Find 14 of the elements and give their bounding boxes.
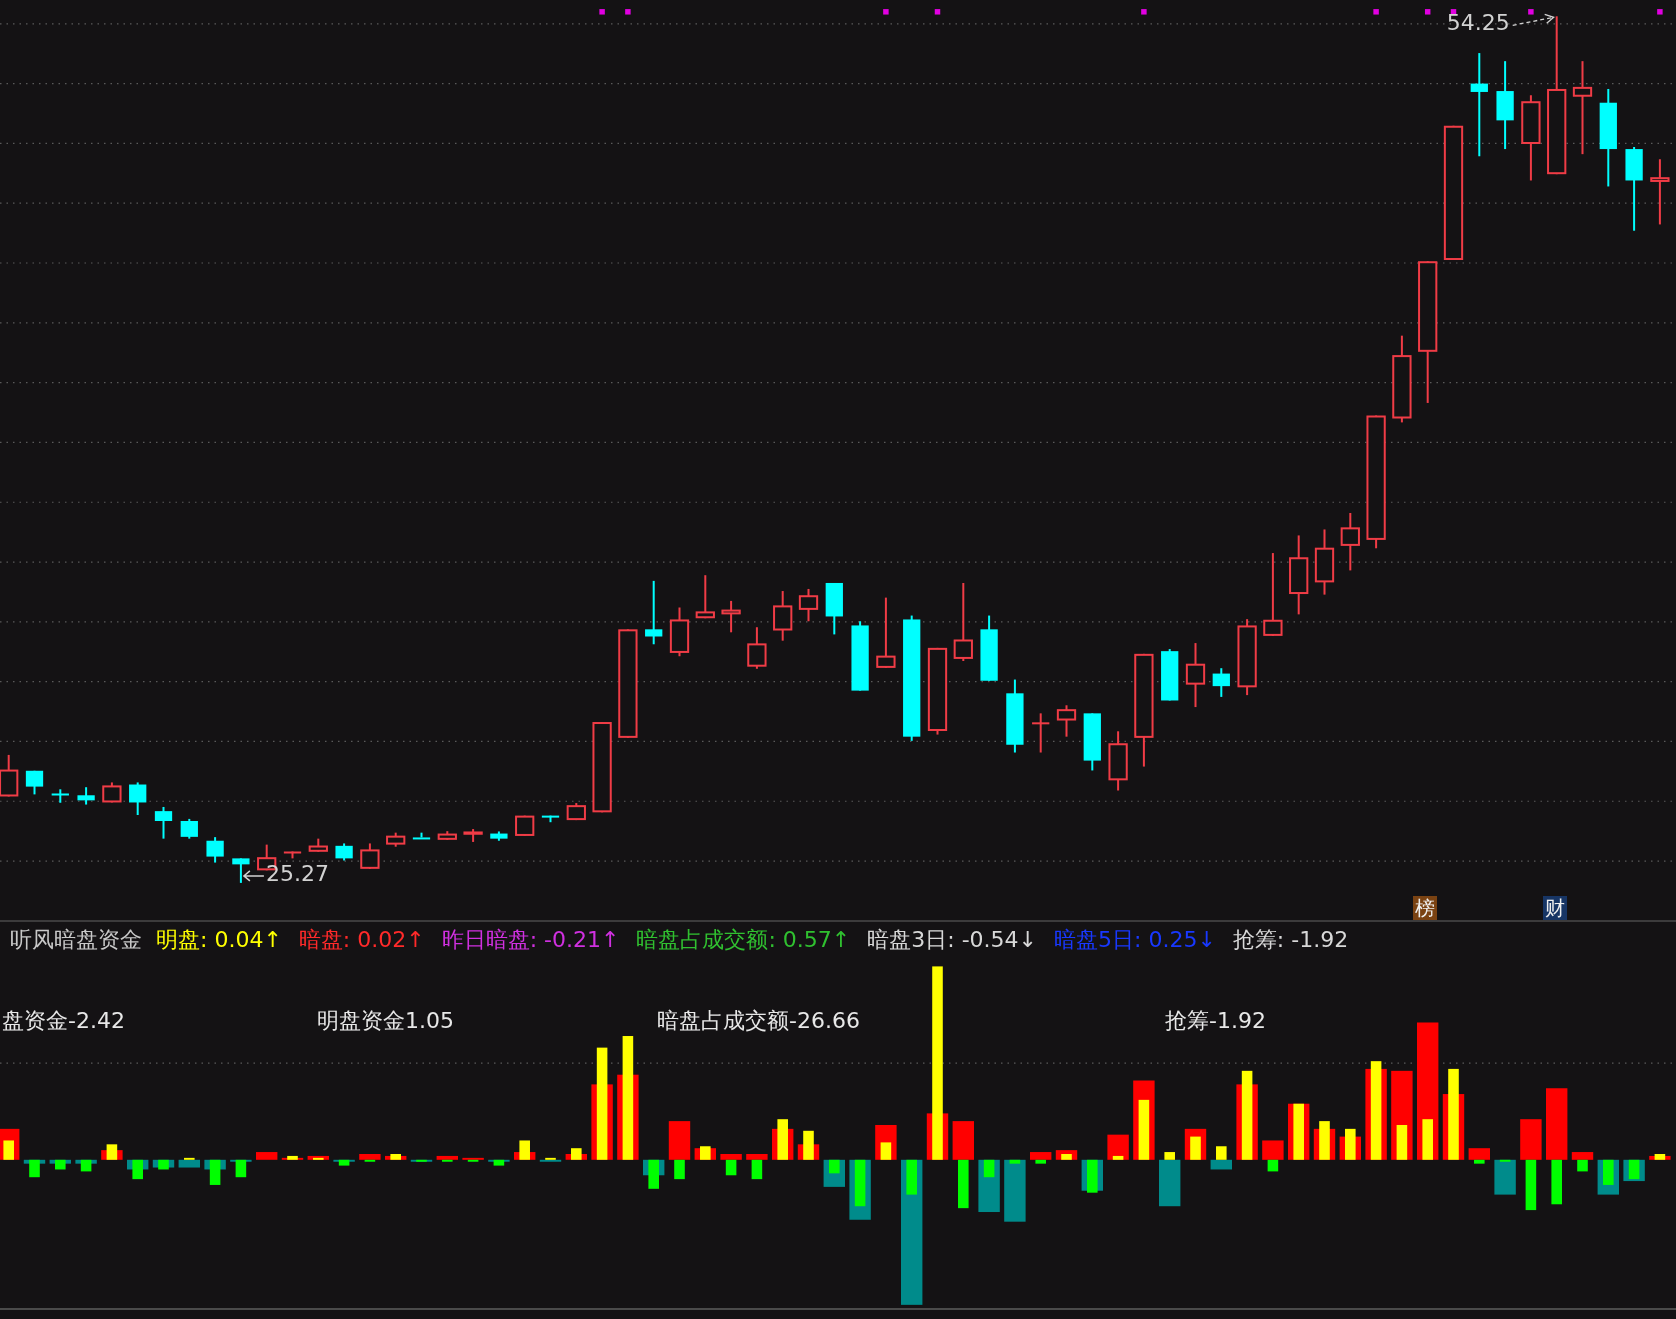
annotation: 明盘资金1.05 <box>317 1008 454 1033</box>
text: 暗盘: 0.02↑ <box>298 927 425 952</box>
chart-title: 听风暗盘资金 <box>10 927 142 952</box>
text: 昨日暗盘: -0.21↑ <box>441 927 620 952</box>
annotation: 25.27 <box>265 860 329 886</box>
text: 暗盘3日: -0.54↓ <box>867 927 1038 952</box>
annotation: 54.25 <box>1446 10 1510 36</box>
text: 抢筹: -1.92 <box>1232 927 1349 952</box>
text: 暗盘占成交额: 0.57↑ <box>636 927 851 952</box>
text: 明盘: 0.04↑ <box>156 927 282 952</box>
annotation: 暗盘占成交额-26.66 <box>657 1008 860 1033</box>
annotation: 盘资金-2.42 <box>2 1008 125 1033</box>
text: 暗盘5日: 0.25↓ <box>1054 927 1216 952</box>
annotation: 抢筹-1.92 <box>1165 1008 1266 1033</box>
